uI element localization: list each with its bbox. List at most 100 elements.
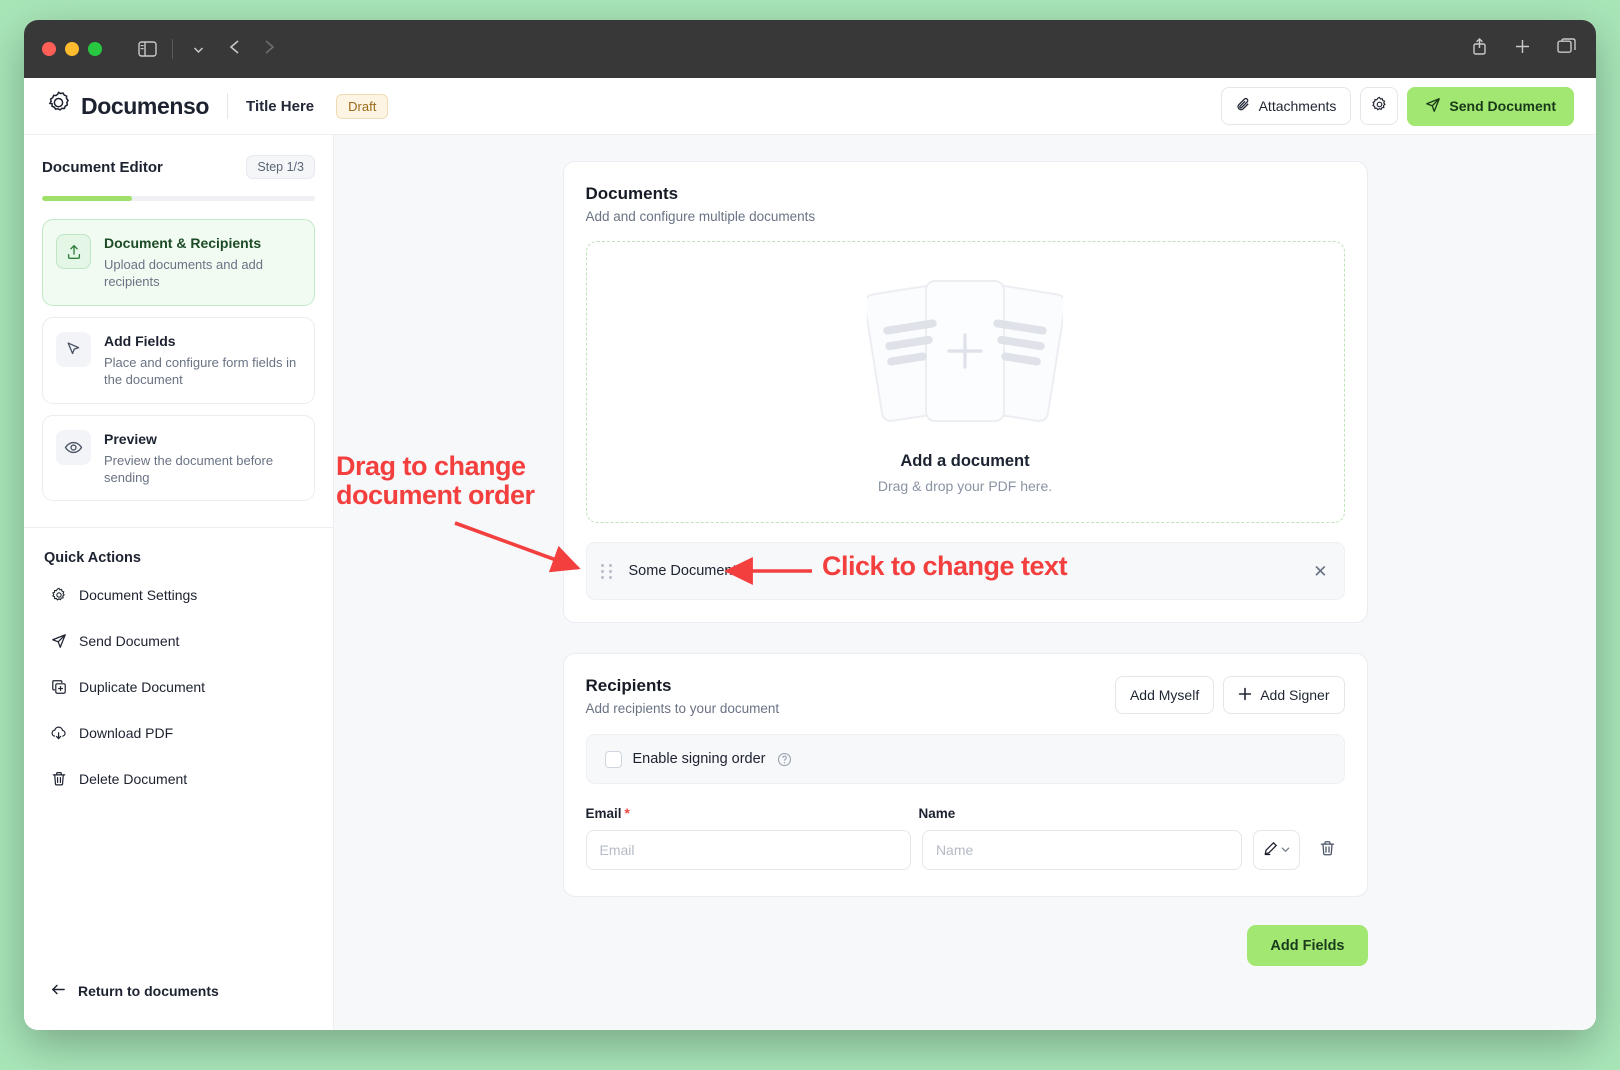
recipient-role-select[interactable] xyxy=(1253,830,1300,870)
sidebar-footer: Return to documents xyxy=(42,974,315,1030)
delete-recipient-button[interactable] xyxy=(1311,830,1345,870)
plus-icon xyxy=(1238,687,1252,704)
sidebar-divider xyxy=(24,527,333,529)
sidebar-icon[interactable] xyxy=(132,35,162,63)
tab-overview-icon[interactable] xyxy=(1557,38,1576,60)
quick-action-send-document[interactable]: Send Document xyxy=(42,618,315,664)
add-myself-button[interactable]: Add Myself xyxy=(1114,676,1215,714)
quick-action-delete-document[interactable]: Delete Document xyxy=(42,756,315,802)
main-content: Documents Add and configure multiple doc… xyxy=(334,135,1596,1030)
browser-titlebar xyxy=(24,20,1596,78)
cursor-icon xyxy=(56,331,91,367)
add-fields-button[interactable]: Add Fields xyxy=(1247,925,1368,966)
attachments-label: Attachments xyxy=(1258,98,1337,114)
chevron-down-icon xyxy=(1280,843,1291,858)
chevron-right-icon[interactable] xyxy=(261,38,277,61)
status-badge: Draft xyxy=(336,93,389,119)
quick-action-label: Download PDF xyxy=(79,725,174,742)
paperclip-icon xyxy=(1236,97,1251,115)
zoom-window-button[interactable] xyxy=(88,42,102,56)
quick-action-download-pdf[interactable]: Download PDF xyxy=(42,710,315,756)
send-document-label: Send Document xyxy=(1449,98,1556,114)
add-signer-label: Add Signer xyxy=(1260,687,1330,703)
return-to-documents-link[interactable]: Return to documents xyxy=(44,974,315,1008)
name-field[interactable] xyxy=(921,830,1243,870)
recipients-heading-text: Recipients Add recipients to your docume… xyxy=(586,676,780,716)
email-field[interactable] xyxy=(585,830,911,870)
documents-subtitle: Add and configure multiple documents xyxy=(585,209,816,224)
attachments-button[interactable]: Attachments xyxy=(1220,87,1352,125)
gear-icon xyxy=(1371,96,1388,116)
copy-plus-icon xyxy=(50,679,67,695)
quick-actions-list: Document Settings Send Document xyxy=(42,572,315,802)
minimize-window-button[interactable] xyxy=(65,42,79,56)
document-dropzone[interactable]: Add a document Drag & drop your PDF here… xyxy=(585,241,1345,523)
quick-action-duplicate-document[interactable]: Duplicate Document xyxy=(42,664,315,710)
sidebar-header: Document Editor Step 1/3 xyxy=(42,155,315,179)
pencil-icon xyxy=(1263,841,1278,859)
dropzone-title: Add a document xyxy=(900,451,1030,470)
send-icon xyxy=(50,633,67,649)
quick-actions-title: Quick Actions xyxy=(44,550,141,567)
browser-window: Documenso Title Here Draft Attachments xyxy=(24,20,1596,1030)
email-column-header: Email * xyxy=(586,806,919,821)
toolbar-divider xyxy=(172,39,173,59)
step-desc: Place and configure form fields in the d… xyxy=(104,354,297,388)
signing-order-row: Enable signing order xyxy=(585,734,1345,784)
sidebar-item-add-fields[interactable]: Add Fields Place and configure form fiel… xyxy=(42,316,315,404)
sidebar-item-document-recipients[interactable]: Document & Recipients Upload documents a… xyxy=(42,219,315,306)
step-name: Add Fields xyxy=(104,332,176,349)
documenso-seal-icon xyxy=(46,91,71,121)
share-icon[interactable] xyxy=(1471,37,1488,61)
documents-title: Documents xyxy=(585,184,679,203)
sidebar-item-preview[interactable]: Preview Preview the document before send… xyxy=(42,414,315,502)
chevron-left-icon[interactable] xyxy=(227,38,243,61)
brand[interactable]: Documenso xyxy=(46,91,209,121)
add-fields-label: Add Fields xyxy=(1270,937,1345,954)
window-controls xyxy=(42,42,102,56)
eye-icon xyxy=(56,429,91,465)
dropzone-subtitle: Drag & drop your PDF here. xyxy=(877,477,1053,494)
question-circle-icon[interactable] xyxy=(777,752,792,767)
chevron-down-icon[interactable] xyxy=(183,35,213,63)
app-body: Document Editor Step 1/3 xyxy=(24,135,1596,1030)
settings-button[interactable] xyxy=(1360,87,1399,125)
trash-icon xyxy=(1319,840,1336,860)
recipients-card: Recipients Add recipients to your docume… xyxy=(562,653,1368,897)
sidebar: Document Editor Step 1/3 xyxy=(24,135,334,1030)
send-document-button[interactable]: Send Document xyxy=(1407,86,1574,126)
recipients-subtitle: Add recipients to your document xyxy=(585,701,780,716)
add-myself-label: Add Myself xyxy=(1129,687,1200,703)
document-list-item[interactable]: Some Document ✕ xyxy=(585,542,1345,600)
return-label: Return to documents xyxy=(78,983,219,999)
footer-actions: Add Fields xyxy=(563,925,1368,966)
email-label: Email xyxy=(585,806,622,821)
step-text: Document & Recipients Upload documents a… xyxy=(104,234,301,291)
step-desc: Upload documents and add recipients xyxy=(104,257,264,290)
recipients-actions: Add Myself Add Signer xyxy=(1114,676,1345,714)
gear-icon xyxy=(50,587,67,603)
close-icon[interactable]: ✕ xyxy=(1313,561,1328,581)
stacked-pages-plus-icon xyxy=(863,271,1067,446)
arrow-left-icon xyxy=(50,982,67,1000)
step-desc: Preview the document before sending xyxy=(104,452,274,486)
send-icon xyxy=(1425,97,1441,116)
header-actions: Attachments xyxy=(1220,86,1574,126)
plus-icon[interactable] xyxy=(1514,38,1531,60)
download-cloud-icon xyxy=(50,725,67,742)
page-title: Title Here xyxy=(246,97,315,115)
document-name[interactable]: Some Document xyxy=(628,563,737,579)
quick-action-label: Duplicate Document xyxy=(79,679,206,696)
app-shell: Documenso Title Here Draft Attachments xyxy=(24,78,1596,1030)
add-signer-button[interactable]: Add Signer xyxy=(1223,676,1345,714)
quick-action-document-settings[interactable]: Document Settings xyxy=(42,572,315,618)
step-name: Preview xyxy=(104,430,157,447)
close-window-button[interactable] xyxy=(42,42,56,56)
drag-handle-icon[interactable] xyxy=(600,562,615,580)
content-column: Documents Add and configure multiple doc… xyxy=(562,161,1368,966)
step-text: Preview Preview the document before send… xyxy=(104,430,301,487)
name-column-header: Name xyxy=(918,806,956,821)
enable-signing-order-checkbox[interactable] xyxy=(604,750,622,768)
step-name: Document & Recipients xyxy=(104,235,262,251)
